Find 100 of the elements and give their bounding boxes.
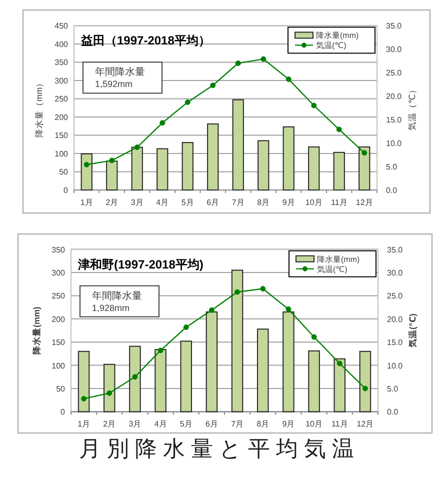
y-tick-label: 200 xyxy=(54,112,69,122)
x-tick-label: 1月 xyxy=(80,198,93,207)
x-tick-label: 7月 xyxy=(232,198,244,207)
bar xyxy=(104,364,116,412)
x-tick-label: 5月 xyxy=(181,198,194,207)
bar xyxy=(131,146,143,190)
point xyxy=(311,334,317,340)
y-tick-label: 100 xyxy=(52,361,66,370)
y-tick-label: 300 xyxy=(54,76,69,86)
bar xyxy=(207,123,219,190)
text: 月別降水量と平均気温 xyxy=(79,436,360,461)
y2-axis-title: 気温(℃) xyxy=(407,313,418,348)
x-tick-label: 10月 xyxy=(306,420,322,429)
point xyxy=(184,99,190,105)
y2-tick-label: 20.0 xyxy=(387,314,404,324)
x-tick-label: 5月 xyxy=(180,420,192,429)
x-tick-label: 12月 xyxy=(356,420,374,429)
y-axis-title: 降水量（mm） xyxy=(34,78,44,138)
point xyxy=(311,102,317,108)
y2-tick-label: 20.0 xyxy=(386,92,402,102)
y-tick-label: 100 xyxy=(54,149,69,158)
y-tick-label: 300 xyxy=(52,268,66,278)
y-tick-label: 250 xyxy=(54,94,69,104)
y2-tick-label: 15.0 xyxy=(386,116,402,125)
bar xyxy=(358,146,370,190)
point xyxy=(183,324,189,330)
x-tick-label: 2月 xyxy=(106,198,118,207)
x-tick-label: 9月 xyxy=(282,420,295,429)
y2-tick-label: 35.0 xyxy=(387,245,404,254)
bar xyxy=(232,99,244,190)
x-tick-label: 10月 xyxy=(305,198,322,207)
y-tick-label: 50 xyxy=(56,384,66,394)
legend-label: 降水量(mm) xyxy=(317,254,360,264)
point xyxy=(208,307,214,313)
x-tick-label: 11月 xyxy=(330,198,348,207)
bar xyxy=(129,346,141,412)
bar xyxy=(257,328,269,412)
x-tick-label: 4月 xyxy=(154,420,167,429)
y2-tick-label: 5.0 xyxy=(386,162,398,172)
x-tick-label: 6月 xyxy=(205,420,218,429)
x-tick-label: 9月 xyxy=(282,198,295,207)
point xyxy=(84,162,90,168)
x-tick-label: 7月 xyxy=(231,420,244,429)
bar xyxy=(106,160,118,190)
point xyxy=(260,56,266,62)
annotation: 年間降水量 1,928mm xyxy=(92,290,142,313)
y2-tick-label: 25.0 xyxy=(386,68,402,78)
legend-label: 気温(℃) xyxy=(317,264,348,274)
point xyxy=(109,158,115,164)
bar xyxy=(156,148,168,190)
point xyxy=(235,60,241,66)
point xyxy=(286,306,292,312)
bar xyxy=(308,146,320,190)
annotation: 年間降水量 1,592mm xyxy=(95,66,145,90)
point xyxy=(234,289,240,295)
y2-tick-label: 30.0 xyxy=(386,45,402,54)
x-tick-label: 2月 xyxy=(103,420,116,429)
text: 津和野(1997-2018平均) xyxy=(77,257,204,272)
bar xyxy=(334,358,346,412)
x-tick-label: 3月 xyxy=(130,198,144,207)
bar xyxy=(231,270,244,412)
y-tick-label: 350 xyxy=(52,245,66,254)
y2-tick-label: 5.0 xyxy=(387,384,399,394)
bar xyxy=(78,350,90,412)
point xyxy=(132,374,138,380)
x-tick-label: 8月 xyxy=(256,420,270,429)
x-tick-label: 6月 xyxy=(206,198,220,207)
bar xyxy=(206,311,218,412)
y-tick-label: 0 xyxy=(64,186,69,195)
point xyxy=(158,348,164,354)
x-tick-label: 3月 xyxy=(128,420,142,429)
x-tick-label: 11月 xyxy=(331,420,348,429)
legend-label: 降水量(mm) xyxy=(316,31,359,40)
point xyxy=(134,144,140,150)
y2-tick-label: 35.0 xyxy=(386,22,402,31)
y2-tick-label: 30.0 xyxy=(387,268,404,278)
text: 益田（1997-2018平均） xyxy=(80,34,210,48)
bar xyxy=(182,142,194,190)
point xyxy=(286,76,292,82)
bar xyxy=(333,152,345,190)
bar xyxy=(359,350,372,412)
point xyxy=(336,126,342,132)
y-axis-title: 降水量(mm) xyxy=(31,306,42,354)
y2-tick-label: 0.0 xyxy=(387,408,399,417)
x-tick-label: 1月 xyxy=(78,420,90,429)
y2-tick-label: 10.0 xyxy=(387,361,404,370)
y2-tick-label: 15.0 xyxy=(387,338,404,348)
bar xyxy=(180,340,192,412)
point xyxy=(362,386,368,392)
point xyxy=(106,390,112,396)
point xyxy=(210,82,216,88)
point xyxy=(336,360,342,366)
y2-tick-label: 25.0 xyxy=(387,292,404,301)
bar xyxy=(154,349,166,412)
y-tick-label: 350 xyxy=(54,58,69,68)
y-tick-label: 0 xyxy=(60,408,66,417)
bar xyxy=(282,311,294,412)
bar xyxy=(258,140,270,190)
bar xyxy=(308,350,320,412)
x-tick-label: 4月 xyxy=(156,198,169,207)
